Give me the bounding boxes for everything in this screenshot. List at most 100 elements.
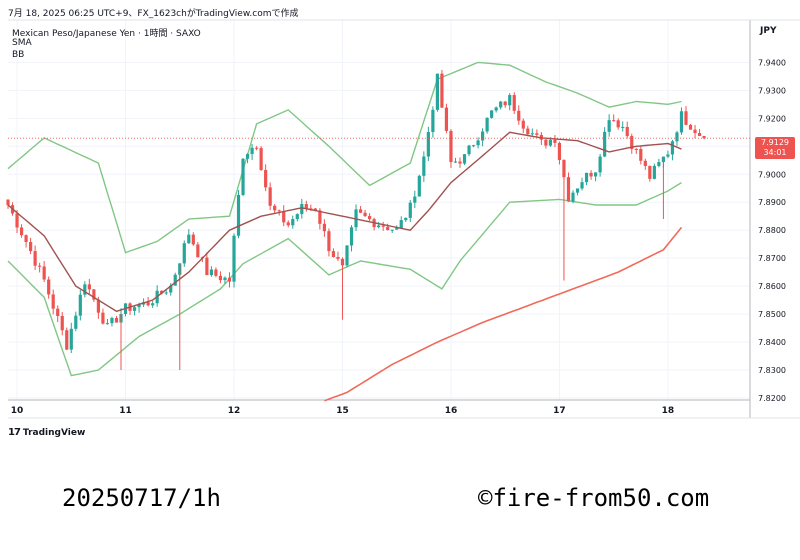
candle-body [630, 136, 634, 149]
candle-body [571, 192, 575, 202]
candle-body [214, 269, 218, 276]
candle-body [589, 172, 593, 177]
candle-body [92, 289, 96, 300]
candle-body [431, 109, 435, 133]
candles [6, 69, 706, 371]
candle-body [639, 149, 643, 161]
candle-body [146, 302, 150, 306]
candle-body [33, 251, 37, 266]
candle-body [575, 188, 580, 193]
candle-body [218, 275, 223, 281]
indicator-sma[interactable]: SMA [12, 38, 32, 48]
candle-body [417, 175, 421, 197]
x-tick-label: 10 [11, 406, 24, 416]
candle-body [625, 126, 629, 137]
candle-body [594, 172, 598, 177]
candle-body [313, 208, 317, 211]
candle-body [368, 216, 372, 220]
candle-body [110, 317, 114, 324]
candle-body [499, 101, 503, 108]
candle-body [236, 194, 241, 236]
y-tick-label: 7.9300 [758, 86, 786, 95]
candle-body [688, 124, 693, 130]
candle-body [467, 145, 471, 155]
candle-body [648, 165, 652, 179]
y-tick-label: 7.8300 [758, 366, 786, 375]
candle-body [670, 141, 675, 155]
y-tick-label: 7.8900 [758, 198, 786, 207]
candle-body [259, 148, 263, 170]
candle-body [503, 101, 507, 106]
x-tick-label: 17 [553, 406, 566, 416]
candle-body [169, 285, 173, 293]
candle-body [557, 142, 562, 160]
candle-body [101, 312, 105, 324]
candle-body [490, 110, 494, 118]
candle-body [657, 162, 661, 166]
y-tick-label: 7.8700 [758, 254, 786, 263]
x-tick-label: 12 [228, 406, 241, 416]
sma-long-line [324, 226, 683, 402]
candle-body [679, 111, 684, 133]
indicator-bb[interactable]: BB [12, 50, 25, 60]
bar-countdown: 34:01 [763, 148, 787, 157]
candle-body [164, 292, 168, 294]
candle-body [196, 244, 200, 258]
moving-averages [7, 131, 683, 402]
current-price-tag: 7.9129 34:01 [755, 137, 795, 159]
candle-body [512, 95, 516, 111]
candle-body [598, 156, 602, 173]
candle-body [462, 154, 467, 164]
candle-body [458, 161, 462, 164]
candle-body [151, 303, 155, 306]
sma-mid-line [7, 131, 682, 313]
candle-body [603, 131, 607, 157]
candle-body [24, 235, 28, 243]
candle-body [250, 147, 254, 155]
candle-body [38, 265, 42, 267]
candle-body [612, 120, 616, 122]
tradingview-brand[interactable]: 17 TradingView [8, 427, 85, 438]
candle-body [675, 132, 679, 142]
candle-body [83, 284, 87, 295]
caption-date: 20250717/1h [62, 484, 221, 512]
candle-body [358, 209, 363, 213]
candle-body [697, 133, 702, 137]
x-tick-label: 11 [119, 406, 132, 416]
candle-body [255, 147, 259, 149]
candle-body [241, 158, 245, 195]
grid-lines [8, 20, 750, 400]
candle-body [340, 258, 345, 266]
candle-body [584, 172, 589, 183]
candle-body [78, 294, 82, 316]
candle-body [449, 130, 453, 163]
candle-body [535, 133, 539, 135]
candle-body [96, 299, 100, 313]
candle-body [318, 210, 322, 224]
candle-body [182, 243, 186, 264]
candle-body [530, 133, 534, 135]
candle-body [607, 120, 611, 132]
candle-body [42, 266, 46, 280]
candle-body [273, 205, 277, 211]
y-axis[interactable]: 7.94007.93007.92007.91007.90007.89007.88… [758, 58, 786, 403]
candle-body [336, 256, 340, 259]
candle-body [309, 208, 313, 210]
candle-body [481, 131, 485, 141]
candle-body [232, 235, 236, 282]
candle-body [300, 204, 304, 215]
x-axis[interactable]: 10 11 12 15 16 17 18 [11, 406, 674, 416]
candle-body [191, 234, 195, 245]
candle-body [223, 277, 227, 281]
candle-body [485, 117, 489, 132]
candle-body [526, 128, 530, 135]
tradingview-logo-icon: 17 [8, 427, 21, 438]
candle-body [422, 156, 426, 176]
candle-body [60, 315, 64, 331]
candle-body [404, 217, 408, 221]
candle-body [245, 154, 250, 159]
chart-area[interactable]: 7.94007.93007.92007.91007.90007.89007.88… [0, 0, 800, 440]
candle-body [702, 136, 706, 139]
candle-body [444, 107, 449, 131]
candle-body [390, 229, 394, 231]
